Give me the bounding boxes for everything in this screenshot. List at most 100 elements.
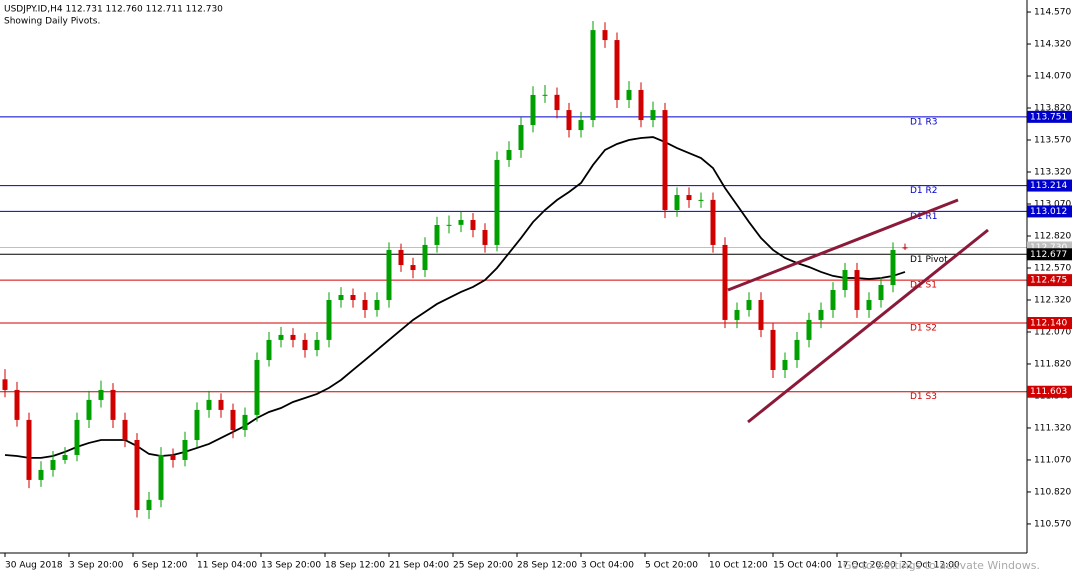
candle-body — [446, 224, 452, 226]
candle-body — [758, 299, 764, 330]
x-tick-label: 3 Sep 20:00 — [69, 561, 124, 571]
pivot-name: D1 R1 — [910, 212, 938, 222]
y-tick-label: 111.070 — [1034, 455, 1071, 465]
candle-body — [710, 199, 716, 245]
candle-body — [86, 399, 92, 420]
candle-body — [398, 249, 404, 266]
pivot-label-box — [1027, 317, 1072, 330]
candle-body — [266, 339, 272, 361]
candle-body — [530, 94, 536, 126]
y-tick-label: 111.320 — [1034, 423, 1071, 433]
candle-body — [554, 94, 560, 111]
candle-body — [194, 409, 200, 440]
candle-body — [374, 299, 380, 310]
x-tick-label: 5 Oct 20:00 — [645, 561, 698, 571]
candle-body — [662, 110, 668, 211]
moving-average — [4, 136, 906, 459]
candle-body — [650, 110, 656, 121]
candle-body — [206, 399, 212, 410]
y-tick-label: 113.820 — [1034, 104, 1071, 114]
candle-body — [434, 224, 440, 245]
candle-body — [170, 454, 176, 460]
candle-body — [338, 294, 344, 300]
candle-body — [314, 339, 320, 351]
candle-body — [278, 334, 284, 340]
candle-body — [890, 249, 896, 286]
pivot-label: 112.677 — [1030, 250, 1067, 260]
pivot-label-box — [1027, 248, 1072, 261]
candle-body — [722, 244, 728, 320]
candle-body — [578, 120, 584, 131]
pivot-label-box — [1027, 385, 1072, 398]
pivot-label-box — [1027, 205, 1072, 218]
y-tick-label: 114.570 — [1034, 8, 1071, 18]
candle-body — [698, 199, 704, 201]
pivot-name: D1 R3 — [910, 117, 938, 127]
y-tick-label: 113.070 — [1034, 199, 1071, 209]
x-tick-label: 22 Oct 12:00 — [901, 561, 960, 571]
trendline — [747, 228, 989, 424]
x-tick-label: 3 Oct 04:00 — [581, 561, 634, 571]
candle-body — [782, 360, 788, 370]
candle-body — [122, 419, 128, 440]
candle-body — [506, 149, 512, 160]
candle-body — [746, 299, 752, 310]
candle-body — [542, 94, 548, 96]
candle-body — [410, 265, 416, 271]
candle-body — [794, 339, 800, 361]
pivot-label-box — [1027, 179, 1072, 192]
pivot-name: D1 R2 — [910, 186, 938, 196]
pivot-label: 113.214 — [1030, 181, 1067, 191]
candle-body — [422, 244, 428, 271]
chart-subtitle: Showing Daily Pivots. — [4, 17, 100, 27]
candle-body — [218, 399, 224, 410]
pivot-name: D1 S3 — [910, 392, 937, 402]
candle-body — [470, 219, 476, 230]
pivot-label: 112.475 — [1030, 276, 1067, 286]
candle-body — [134, 439, 140, 510]
x-tick-label: 17 Oct 20:00 — [837, 561, 896, 571]
candle-body — [302, 339, 308, 351]
candle-body — [14, 389, 20, 420]
candle-body — [854, 270, 860, 310]
candle-body — [902, 247, 908, 249]
x-tick-label: 15 Oct 04:00 — [773, 561, 832, 571]
pivot-label: 113.012 — [1030, 207, 1067, 217]
pivot-label-box — [1027, 110, 1072, 123]
x-tick-label: 28 Sep 12:00 — [517, 561, 577, 571]
candle-body — [50, 459, 56, 470]
candle-body — [830, 290, 836, 310]
candle-body — [110, 389, 116, 420]
candle-body — [326, 299, 332, 340]
candle-body — [290, 334, 296, 340]
candle-body — [806, 319, 812, 340]
candle-body — [38, 469, 44, 480]
candle-body — [770, 329, 776, 370]
candle-body — [386, 249, 392, 300]
x-tick-label: 21 Sep 04:00 — [389, 561, 449, 571]
y-tick-label: 112.070 — [1034, 327, 1071, 337]
x-tick-label: 18 Sep 12:00 — [325, 561, 385, 571]
candle-body — [146, 499, 152, 510]
candle-body — [158, 454, 164, 500]
candle-body — [494, 159, 500, 245]
x-tick-label: 6 Sep 12:00 — [133, 561, 188, 571]
y-tick-label: 112.820 — [1034, 231, 1071, 241]
y-tick-label: 113.570 — [1034, 136, 1071, 146]
candle-body — [482, 229, 488, 245]
x-tick-label: 13 Sep 20:00 — [261, 561, 321, 571]
y-tick-label: 111.820 — [1034, 359, 1071, 369]
y-tick-label: 110.570 — [1034, 519, 1071, 529]
candle-body — [878, 285, 884, 300]
candle-body — [674, 195, 680, 211]
candle-body — [638, 89, 644, 121]
x-tick-label: 11 Sep 04:00 — [197, 561, 257, 571]
candle-body — [686, 195, 692, 201]
candle-body — [842, 270, 848, 291]
candle-body — [74, 419, 80, 455]
pivot-label: 112.140 — [1030, 319, 1067, 329]
pivot-label: 113.751 — [1030, 112, 1067, 122]
pivot-name: D1 S2 — [910, 324, 937, 334]
